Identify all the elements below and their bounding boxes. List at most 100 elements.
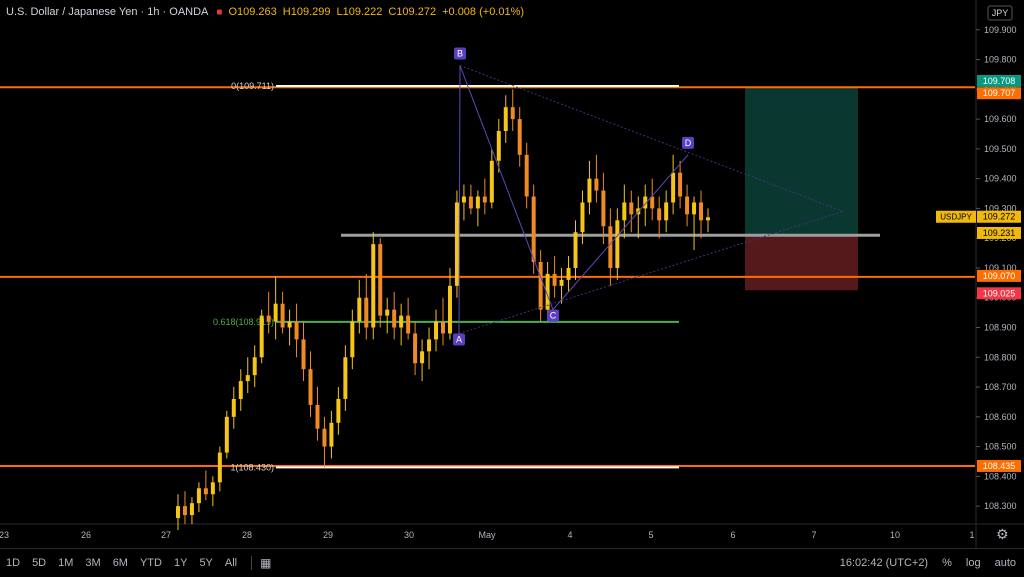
- price-tick-label: 108.600: [984, 412, 1017, 422]
- price-chart[interactable]: 108.300 108.400 108.500 108.600 108.700 108.8…: [0, 0, 1024, 548]
- symbol-axis-tag: [936, 210, 976, 223]
- candle-body: [231, 398, 236, 417]
- candle-body: [399, 315, 404, 328]
- candle-body: [245, 375, 250, 382]
- triangle-upper-line[interactable]: [459, 65, 844, 212]
- candle-body: [364, 297, 369, 328]
- loss-zone[interactable]: [745, 235, 858, 291]
- candle-body: [517, 119, 522, 155]
- timeframe-1y[interactable]: 1Y: [173, 557, 188, 569]
- price-tick-label: 109.400: [984, 174, 1017, 184]
- close-value: C109.272: [388, 6, 437, 18]
- log-toggle[interactable]: log: [965, 557, 981, 569]
- price-axis-tag: [977, 226, 1021, 239]
- pattern-point-badge[interactable]: [547, 309, 559, 322]
- pattern-point-label: A: [456, 334, 462, 344]
- candle-body: [594, 178, 599, 191]
- time-tick-label: 23: [0, 530, 9, 540]
- pattern-point-badge[interactable]: [454, 47, 466, 60]
- pattern-point-label: B: [457, 49, 463, 59]
- pattern-point-badge[interactable]: [682, 136, 694, 149]
- timeframe-1m[interactable]: 1M: [58, 557, 74, 569]
- fib-level-label: 0.618(108.919): [213, 317, 274, 327]
- candle-body: [454, 202, 459, 286]
- price-tick-label: 108.300: [984, 501, 1017, 511]
- time-tick-label: 27: [161, 530, 171, 540]
- time-tick-label: 28: [242, 530, 252, 540]
- timeframe-5y[interactable]: 5Y: [199, 557, 213, 569]
- chart-legend: U.S. Dollar / Japanese Yen · 1h · OANDA …: [6, 6, 524, 18]
- candle-body: [580, 202, 585, 233]
- candle-body: [622, 202, 627, 221]
- harmonic-pattern-line[interactable]: [458, 65, 689, 334]
- timeframe-ytd[interactable]: YTD: [139, 557, 162, 569]
- candle-body: [692, 202, 697, 215]
- time-tick-label: May: [478, 530, 496, 540]
- timeframe-all[interactable]: All: [224, 557, 238, 569]
- auto-toggle[interactable]: auto: [994, 557, 1016, 569]
- profit-zone[interactable]: [745, 87, 858, 236]
- candle-body: [566, 267, 571, 280]
- price-tick-label: 109.900: [984, 25, 1017, 35]
- candle-body: [510, 107, 515, 120]
- candle-body: [524, 154, 529, 197]
- price-axis-tag-value: 109.707: [983, 88, 1016, 98]
- price-axis-tag-value: 109.231: [983, 228, 1016, 238]
- candle-body: [461, 196, 466, 203]
- fib-level-label: 1(108.430): [230, 462, 274, 472]
- timeframe-3m[interactable]: 3M: [85, 557, 101, 569]
- high-value: H109.299: [282, 6, 331, 18]
- price-tick-label: 108.500: [984, 442, 1017, 452]
- candle-body: [671, 172, 676, 203]
- currency-button[interactable]: [987, 5, 1013, 21]
- symbol-title[interactable]: U.S. Dollar / Japanese Yen · 1h · OANDA: [6, 6, 209, 18]
- triangle-lower-line[interactable]: [458, 210, 844, 334]
- candle-body: [224, 416, 229, 453]
- candle-body: [266, 315, 271, 322]
- candle-body: [301, 339, 306, 370]
- candle-body: [434, 321, 439, 340]
- candle-body: [392, 309, 397, 328]
- percent-toggle[interactable]: %: [942, 557, 952, 569]
- candle-body: [238, 381, 243, 399]
- candle-body: [678, 172, 683, 197]
- candle-body: [308, 369, 313, 405]
- candle-body: [447, 285, 452, 334]
- close-icon[interactable]: ■: [216, 6, 223, 18]
- clock-time[interactable]: 16:02:42 (UTC+2): [839, 557, 929, 569]
- candle-body: [322, 428, 327, 447]
- pattern-point-label: C: [550, 311, 557, 321]
- settings-icon[interactable]: ⚙: [996, 526, 1009, 542]
- candle-body: [217, 452, 222, 483]
- calendar-icon[interactable]: ▦: [260, 556, 272, 570]
- candle-body: [629, 202, 634, 215]
- candle-body: [176, 506, 180, 519]
- price-tick-label: 109.800: [984, 55, 1017, 65]
- price-axis-tag-value: 108.435: [983, 461, 1016, 471]
- candle-body: [650, 196, 655, 209]
- candle-body: [601, 190, 606, 227]
- candle-body: [371, 244, 376, 328]
- candle-body: [503, 107, 508, 131]
- candle-body: [685, 196, 690, 215]
- time-tick-label: 26: [81, 530, 91, 540]
- timeframe-5d[interactable]: 5D: [32, 557, 47, 569]
- price-tick-label: 108.700: [984, 382, 1017, 392]
- time-tick-label: 30: [404, 530, 414, 540]
- candle-body: [496, 131, 501, 161]
- timeframe-1d[interactable]: 1D: [6, 557, 21, 569]
- candle-body: [378, 244, 383, 316]
- candle-body: [315, 404, 320, 429]
- price-axis-tag: [977, 287, 1021, 300]
- candle-body: [699, 202, 704, 221]
- candle-body: [406, 315, 411, 334]
- bottom-toolbar: 1D 5D 1M 3M 6M YTD 1Y 5Y All ▦ 16:02:42 …: [0, 548, 1024, 577]
- candle-body: [343, 357, 348, 399]
- time-tick-label: 6: [730, 530, 735, 540]
- candle-body: [608, 226, 613, 268]
- timeframe-6m[interactable]: 6M: [112, 557, 128, 569]
- pattern-point-badge[interactable]: [453, 333, 465, 346]
- candle-body: [706, 217, 710, 221]
- candle-body: [489, 160, 494, 203]
- price-tick-label: 109.100: [984, 263, 1017, 273]
